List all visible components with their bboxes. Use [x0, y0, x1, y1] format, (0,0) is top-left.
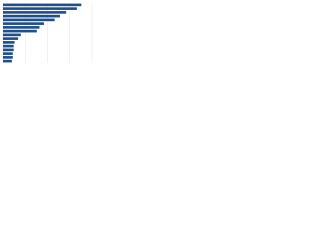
bar	[3, 18, 55, 22]
bar	[3, 14, 60, 18]
bar	[3, 44, 14, 48]
page: (() => { const data = JSON.parse(documen…	[0, 0, 320, 71]
bar	[3, 7, 77, 10]
bar	[3, 48, 14, 52]
bar	[3, 33, 21, 37]
bar	[3, 41, 15, 44]
bar	[3, 11, 67, 14]
bar	[3, 52, 13, 55]
bar	[3, 59, 12, 63]
bar	[3, 22, 44, 25]
bar	[3, 3, 82, 7]
bar	[3, 56, 13, 59]
bar	[3, 26, 40, 29]
bar	[3, 37, 19, 40]
bar	[3, 29, 37, 33]
chart	[2, 3, 93, 63]
